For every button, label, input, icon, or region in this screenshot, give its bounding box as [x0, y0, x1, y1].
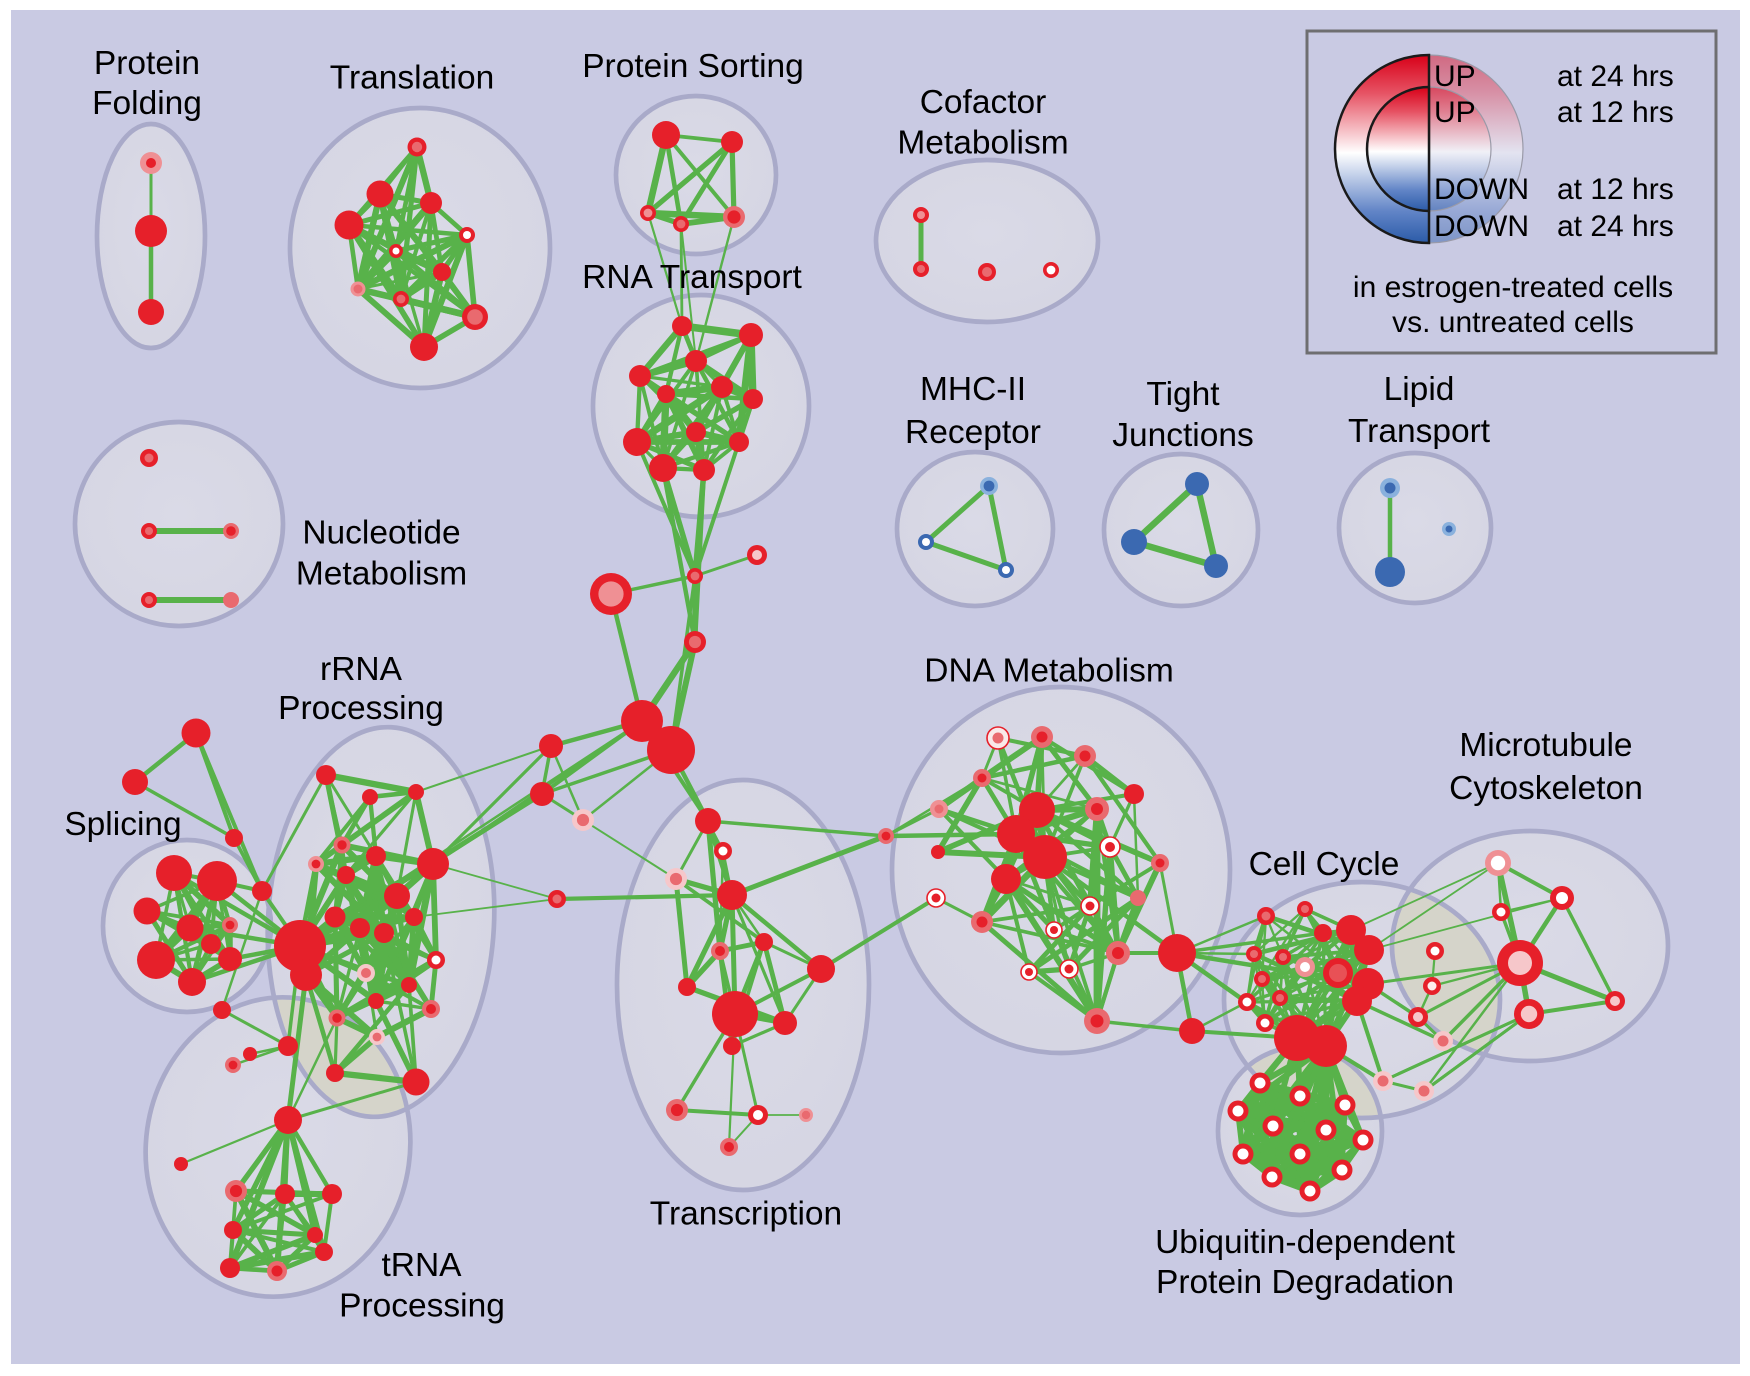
svg-text:tRNA: tRNA	[381, 1247, 462, 1284]
svg-text:Receptor: Receptor	[905, 414, 1041, 451]
svg-text:Lipid: Lipid	[1384, 371, 1455, 408]
svg-text:Cell Cycle: Cell Cycle	[1249, 846, 1400, 883]
svg-text:Folding: Folding	[92, 85, 202, 122]
svg-text:Protein: Protein	[94, 45, 200, 82]
svg-text:Transcription: Transcription	[650, 1196, 842, 1233]
svg-text:at 24 hrs: at 24 hrs	[1557, 60, 1674, 93]
svg-text:Cofactor: Cofactor	[920, 84, 1047, 121]
svg-text:Transport: Transport	[1348, 413, 1491, 450]
svg-text:Translation: Translation	[330, 60, 494, 97]
svg-text:Metabolism: Metabolism	[296, 556, 467, 593]
svg-text:Protein Sorting: Protein Sorting	[582, 48, 804, 85]
svg-text:Processing: Processing	[278, 690, 444, 727]
svg-text:at 12 hrs: at 12 hrs	[1557, 173, 1674, 206]
svg-text:DNA Metabolism: DNA Metabolism	[924, 653, 1173, 690]
svg-text:Cytoskeleton: Cytoskeleton	[1449, 770, 1643, 807]
svg-text:at 12 hrs: at 12 hrs	[1557, 96, 1674, 129]
svg-text:Microtubule: Microtubule	[1459, 727, 1632, 764]
svg-text:Tight: Tight	[1146, 376, 1220, 413]
svg-text:rRNA: rRNA	[320, 651, 403, 688]
svg-text:at 24 hrs: at 24 hrs	[1557, 210, 1674, 243]
svg-text:vs. untreated cells: vs. untreated cells	[1392, 306, 1634, 339]
svg-text:DOWN: DOWN	[1434, 173, 1529, 206]
svg-text:DOWN: DOWN	[1434, 210, 1529, 243]
svg-text:UP: UP	[1434, 96, 1476, 129]
svg-text:Protein Degradation: Protein Degradation	[1156, 1264, 1454, 1301]
svg-text:Ubiquitin-dependent: Ubiquitin-dependent	[1155, 1224, 1456, 1261]
svg-text:Metabolism: Metabolism	[897, 125, 1068, 162]
svg-text:Nucleotide: Nucleotide	[302, 515, 460, 552]
svg-text:in estrogen-treated cells: in estrogen-treated cells	[1353, 271, 1673, 304]
svg-text:Junctions: Junctions	[1112, 417, 1254, 454]
svg-text:Processing: Processing	[339, 1288, 505, 1325]
svg-text:MHC-II: MHC-II	[920, 371, 1026, 408]
svg-text:UP: UP	[1434, 60, 1476, 93]
svg-text:Splicing: Splicing	[64, 806, 181, 843]
svg-text:RNA Transport: RNA Transport	[582, 259, 802, 296]
